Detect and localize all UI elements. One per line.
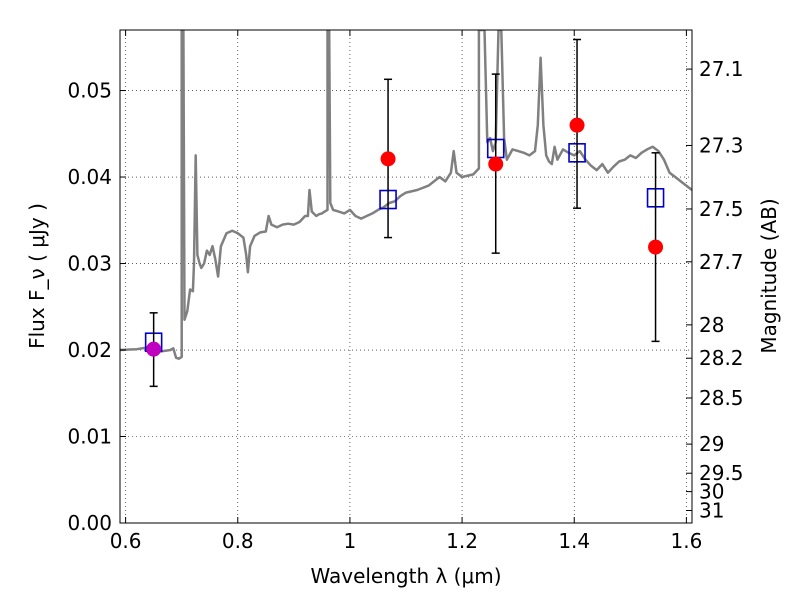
x-axis-ticks: 0.6 0.8 1 1.2 1.4 1.6 [110, 30, 702, 553]
mag-tick-label: 30 [699, 480, 724, 504]
spectrum-line [120, 30, 692, 360]
observed-point [380, 151, 396, 167]
x-tick-label: 1.4 [558, 529, 590, 553]
mag-tick-label: 27.3 [699, 133, 744, 157]
x-tick-label: 0.6 [110, 529, 142, 553]
mag-tick-label: 28.5 [699, 386, 744, 410]
x-tick-label: 1.2 [446, 529, 478, 553]
y-tick-label: 0.01 [67, 425, 112, 449]
model-photometry-markers [144, 138, 665, 353]
x-tick-label: 1.6 [670, 529, 702, 553]
y-tick-label: 0.02 [67, 338, 112, 362]
y-tick-label: 0.05 [67, 79, 112, 103]
mag-tick-label: 31 [699, 498, 724, 522]
y-axis-ticks: 0.00 0.01 0.02 0.03 0.04 0.05 [67, 79, 126, 535]
y-tick-label: 0.03 [67, 252, 112, 276]
mag-tick-label: 27.5 [699, 197, 744, 221]
magnitude-axis-label: Magnitude (AB) [757, 198, 781, 353]
mag-tick-label: 27.1 [699, 57, 744, 81]
mag-tick-label: 28 [699, 313, 724, 337]
observed-photometry [146, 38, 664, 388]
mag-tick-label: 29.5 [699, 461, 744, 485]
observed-point [648, 239, 664, 255]
y-axis-label: Flux F_ν ( μJy ) [25, 203, 49, 349]
observed-point [146, 341, 162, 357]
mag-tick-label: 27.7 [699, 250, 744, 274]
observed-point [569, 117, 585, 133]
x-tick-label: 0.8 [222, 529, 254, 553]
model-spectrum [120, 30, 692, 360]
y-tick-label: 0.04 [67, 165, 112, 189]
grid-lines [120, 30, 692, 524]
mag-tick-label: 28.2 [699, 346, 744, 370]
mag-tick-label: 29 [699, 432, 724, 456]
x-axis-label: Wavelength λ (μm) [310, 564, 501, 588]
plot-frame [119, 29, 693, 524]
observed-point [488, 156, 504, 172]
y-tick-label: 0.00 [67, 511, 112, 535]
x-tick-label: 1 [344, 529, 357, 553]
